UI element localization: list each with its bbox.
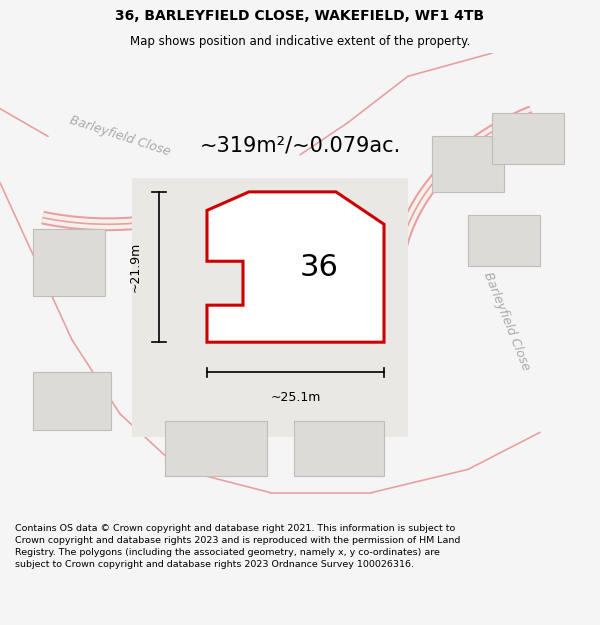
Text: ~319m²/~0.079ac.: ~319m²/~0.079ac.	[199, 136, 401, 156]
Text: Map shows position and indicative extent of the property.: Map shows position and indicative extent…	[130, 35, 470, 48]
Text: 36, BARLEYFIELD CLOSE, WAKEFIELD, WF1 4TB: 36, BARLEYFIELD CLOSE, WAKEFIELD, WF1 4T…	[115, 9, 485, 23]
Text: ~25.1m: ~25.1m	[271, 391, 320, 404]
Text: Barleyfield Close: Barleyfield Close	[68, 114, 172, 159]
Polygon shape	[468, 215, 540, 266]
Polygon shape	[207, 192, 384, 342]
Polygon shape	[33, 372, 111, 430]
Polygon shape	[492, 113, 564, 164]
Polygon shape	[294, 421, 384, 476]
Polygon shape	[33, 229, 105, 296]
Polygon shape	[432, 136, 504, 192]
Polygon shape	[165, 421, 267, 476]
Text: ~21.9m: ~21.9m	[128, 242, 142, 292]
Polygon shape	[132, 178, 408, 437]
Text: Contains OS data © Crown copyright and database right 2021. This information is : Contains OS data © Crown copyright and d…	[15, 524, 460, 569]
Text: 36: 36	[300, 253, 339, 281]
Text: Barleyfield Close: Barleyfield Close	[481, 270, 533, 372]
